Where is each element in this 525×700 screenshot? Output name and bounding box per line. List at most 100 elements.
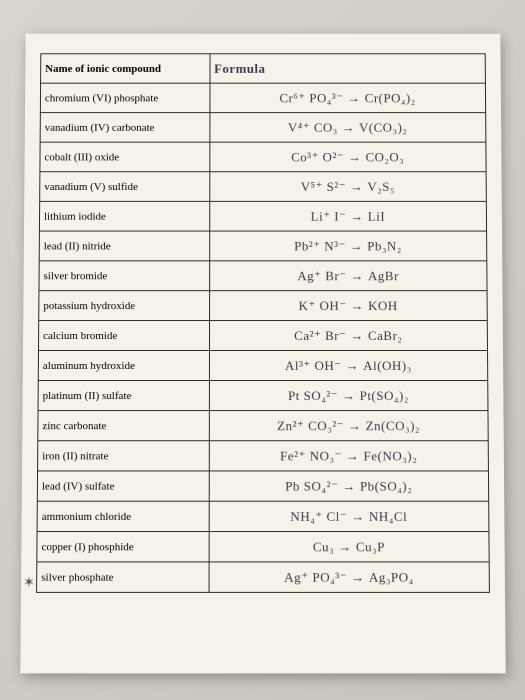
table-row: potassium hydroxideK⁺ OH⁻→KOH xyxy=(38,291,487,321)
ions-text: Fe²⁺ NO₃⁻ xyxy=(280,448,342,463)
ions-text: Cr⁶⁺ PO₄³⁻ xyxy=(279,90,343,105)
compound-name-cell: platinum (II) sulfate xyxy=(38,381,209,411)
compound-name-cell: chromium (VI) phosphate xyxy=(40,83,209,112)
table-row: platinum (II) sulfatePt SO₄²⁻→Pt(SO₄)₂ xyxy=(38,381,488,411)
compound-name-cell: silver phosphate xyxy=(36,562,208,592)
arrow-icon: → xyxy=(350,298,364,314)
result-formula: Pb₃N₂ xyxy=(367,238,402,253)
result-formula: NH₄Cl xyxy=(368,508,406,523)
table-body: chromium (VI) phosphateCr⁶⁺ PO₄³⁻→Cr(PO₄… xyxy=(36,83,489,592)
formula-cell: Zn²⁺ CO₃²⁻ →Zn(CO₃)₂ xyxy=(208,411,487,441)
compound-name-cell: cobalt (III) oxide xyxy=(39,142,209,172)
table-row: iron (II) nitrate Fe²⁺ NO₃⁻→ Fe(NO₃)₂ xyxy=(37,441,488,471)
arrow-icon: → xyxy=(345,448,359,464)
ions-text: Ag⁺ Br⁻ xyxy=(297,268,346,283)
table-row: lithium iodide Li⁺ I⁻ → LiI xyxy=(39,201,486,231)
formula-cell: V⁴⁺ CO₃ → V(CO₃)₂ xyxy=(209,113,485,143)
table-row: calcium bromide Ca²⁺ Br⁻ →CaBr₂ xyxy=(38,321,487,351)
table-row: ammonium chloride NH₄⁺ Cl⁻ →NH₄Cl xyxy=(37,501,489,531)
formula-cell: Cr⁶⁺ PO₄³⁻→Cr(PO₄)₂ xyxy=(209,83,485,112)
table-header-row: Name of ionic compound Formula xyxy=(40,54,485,83)
result-formula: Pb(SO₄)₂ xyxy=(359,478,411,493)
ionic-compound-table: Name of ionic compound Formula chromium … xyxy=(36,53,490,593)
formula-cell: V⁵⁺ S²⁻→V₂S₅ xyxy=(209,172,486,202)
ions-text: Co³⁺ O²⁻ xyxy=(291,149,344,164)
result-formula: Ag₃PO₄ xyxy=(368,569,413,584)
header-name: Name of ionic compound xyxy=(40,54,209,83)
compound-name-cell: lead (II) nitride xyxy=(39,231,209,261)
result-formula: AgBr xyxy=(367,268,398,283)
ions-text: V⁴⁺ CO₃ xyxy=(287,120,337,135)
result-formula: V₂S₅ xyxy=(367,179,395,194)
result-formula: CaBr₂ xyxy=(367,328,402,343)
ions-text: Pt SO₄²⁻ xyxy=(287,388,337,403)
arrow-icon: → xyxy=(342,388,356,404)
result-formula: Fe(NO₃)₂ xyxy=(363,448,417,463)
ions-text: Ca²⁺ Br⁻ xyxy=(294,328,346,343)
ions-text: NH₄⁺ Cl⁻ xyxy=(290,508,347,523)
ions-text: Pb²⁺ N³⁻ xyxy=(294,238,346,253)
compound-name-cell: silver bromide xyxy=(38,261,208,291)
formula-cell: K⁺ OH⁻→KOH xyxy=(209,291,487,321)
compound-name-cell: lithium iodide xyxy=(39,201,209,231)
formula-cell: Pb²⁺ N³⁻→ Pb₃N₂ xyxy=(209,231,487,261)
result-formula: Al(OH)₃ xyxy=(363,357,412,372)
formula-cell: Pt SO₄²⁻→Pt(SO₄)₂ xyxy=(208,381,487,411)
table-row: silver phosphate Ag⁺ PO₄³⁻ →Ag₃PO₄ xyxy=(36,562,489,592)
table-row: copper (I) phosphideCu₃→Cu₃P xyxy=(36,532,488,562)
result-formula: Cr(PO₄)₂ xyxy=(364,90,415,105)
arrow-icon: → xyxy=(349,238,363,254)
arrow-icon: → xyxy=(350,208,363,224)
compound-name-cell: potassium hydroxide xyxy=(38,291,208,321)
compound-name-cell: calcium bromide xyxy=(38,321,209,351)
compound-name-cell: ammonium chloride xyxy=(37,501,209,531)
header-formula: Formula xyxy=(209,54,485,83)
arrow-icon: → xyxy=(342,478,356,494)
margin-star-mark: ✶ xyxy=(22,575,34,592)
worksheet-paper: ✶ Name of ionic compound Formula chromiu… xyxy=(20,34,505,674)
compound-name-cell: iron (II) nitrate xyxy=(37,441,208,471)
arrow-icon: → xyxy=(350,328,364,344)
arrow-icon: → xyxy=(348,149,361,165)
table-row: aluminum hydroxide Al³⁺ OH⁻ → Al(OH)₃ xyxy=(38,350,487,380)
arrow-icon: → xyxy=(348,418,362,434)
ions-text: Al³⁺ OH⁻ xyxy=(284,357,341,372)
compound-name-cell: vanadium (IV) carbonate xyxy=(40,113,209,143)
formula-cell: Ca²⁺ Br⁻ →CaBr₂ xyxy=(209,321,487,351)
ions-text: Cu₃ xyxy=(312,539,333,554)
compound-name-cell: vanadium (V) sulfide xyxy=(39,172,209,202)
arrow-icon: → xyxy=(341,120,354,136)
table-row: vanadium (V) sulfideV⁵⁺ S²⁻→V₂S₅ xyxy=(39,172,486,202)
compound-name-cell: aluminum hydroxide xyxy=(38,350,209,380)
arrow-icon: → xyxy=(351,569,365,585)
result-formula: Zn(CO₃)₂ xyxy=(365,418,419,433)
table-row: silver bromide Ag⁺ Br⁻ →AgBr xyxy=(38,261,486,291)
formula-cell: Pb SO₄²⁻→Pb(SO₄)₂ xyxy=(208,471,488,501)
formula-cell: Co³⁺ O²⁻ → CO₂O₃ xyxy=(209,142,486,172)
table-row: vanadium (IV) carbonate V⁴⁺ CO₃ → V(CO₃)₂ xyxy=(40,113,486,143)
formula-cell: Ag⁺ Br⁻ →AgBr xyxy=(209,261,487,291)
result-formula: LiI xyxy=(367,208,384,223)
arrow-icon: → xyxy=(338,539,352,555)
arrow-icon: → xyxy=(351,508,365,524)
formula-cell: Li⁺ I⁻ → LiI xyxy=(209,201,486,231)
ions-text: Zn²⁺ CO₃²⁻ xyxy=(277,418,344,433)
ions-text: K⁺ OH⁻ xyxy=(298,298,346,313)
compound-name-cell: zinc carbonate xyxy=(37,411,208,441)
ions-text: Ag⁺ PO₄³⁻ xyxy=(284,569,347,584)
formula-cell: Ag⁺ PO₄³⁻ →Ag₃PO₄ xyxy=(208,562,489,592)
result-formula: V(CO₃)₂ xyxy=(359,120,407,135)
result-formula: CO₂O₃ xyxy=(365,149,404,164)
table-row: lead (II) nitride Pb²⁺ N³⁻→ Pb₃N₂ xyxy=(39,231,487,261)
formula-cell: Al³⁺ OH⁻ → Al(OH)₃ xyxy=(209,350,488,380)
arrow-icon: → xyxy=(345,357,359,373)
table-row: zinc carbonate Zn²⁺ CO₃²⁻ →Zn(CO₃)₂ xyxy=(37,411,487,441)
compound-name-cell: copper (I) phosphide xyxy=(36,532,208,562)
formula-cell: Cu₃→Cu₃P xyxy=(208,532,488,562)
table-row: cobalt (III) oxide Co³⁺ O²⁻ → CO₂O₃ xyxy=(39,142,485,172)
arrow-icon: → xyxy=(350,268,364,284)
formula-cell: NH₄⁺ Cl⁻ →NH₄Cl xyxy=(208,501,488,531)
table-row: lead (IV) sulfatePb SO₄²⁻→Pb(SO₄)₂ xyxy=(37,471,488,501)
formula-cell: Fe²⁺ NO₃⁻→ Fe(NO₃)₂ xyxy=(208,441,488,471)
ions-text: Li⁺ I⁻ xyxy=(310,208,346,223)
